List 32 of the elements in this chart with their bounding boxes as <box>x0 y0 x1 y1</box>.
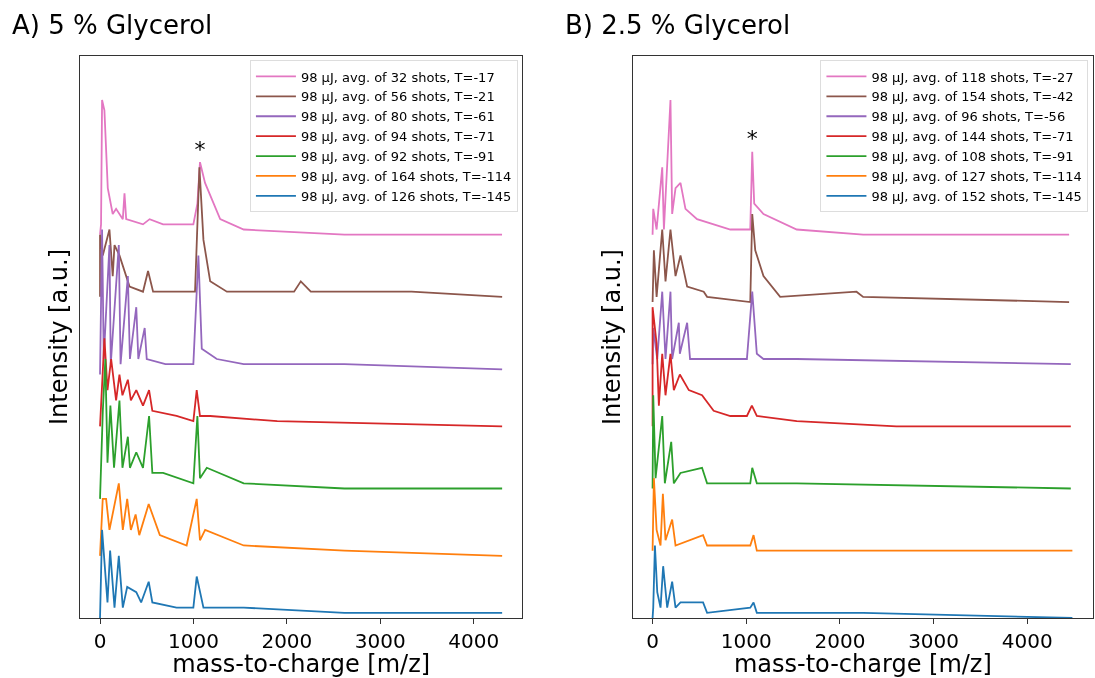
legend-label: 98 μJ, avg. of 126 shots, T=-145 <box>300 188 512 204</box>
x-tick-label: 2000 <box>814 629 866 653</box>
legend-label: 98 μJ, avg. of 32 shots, T=-17 <box>300 69 495 85</box>
x-axis-title: mass-to-charge [m/z] <box>733 650 992 678</box>
legend-label: 98 μJ, avg. of 56 shots, T=-21 <box>300 89 495 105</box>
legend-label: 98 μJ, avg. of 164 shots, T=-114 <box>300 169 512 185</box>
x-tick-label: 4000 <box>1001 629 1053 653</box>
x-tick-label: 0 <box>93 629 107 653</box>
legend-label: 98 μJ, avg. of 92 shots, T=-91 <box>300 149 495 165</box>
chart-title: B) 2.5 % Glycerol <box>565 10 791 40</box>
annotation: * <box>194 136 206 162</box>
x-tick-label: 1000 <box>167 629 219 653</box>
legend-label: 98 μJ, avg. of 144 shots, T=-71 <box>871 129 1074 145</box>
y-axis-title: Intensity [a.u.] <box>45 249 74 425</box>
legend-label: 98 μJ, avg. of 96 shots, T=-56 <box>871 109 1066 125</box>
y-axis-title: Intensity [a.u.] <box>598 249 627 425</box>
x-axis-title: mass-to-charge [m/z] <box>172 650 431 678</box>
legend-label: 98 μJ, avg. of 94 shots, T=-71 <box>300 129 495 145</box>
legend-label: 98 μJ, avg. of 154 shots, T=-42 <box>871 89 1074 105</box>
x-tick-label: 4000 <box>448 629 500 653</box>
legend-label: 98 μJ, avg. of 80 shots, T=-61 <box>300 109 495 125</box>
legend-label: 98 μJ, avg. of 108 shots, T=-91 <box>871 149 1074 165</box>
legend-label: 98 μJ, avg. of 152 shots, T=-145 <box>871 188 1082 204</box>
x-tick-label: 1000 <box>720 629 772 653</box>
x-tick-label: 3000 <box>908 629 960 653</box>
x-tick-label: 3000 <box>354 629 406 653</box>
chart-title: A) 5 % Glycerol <box>12 10 213 40</box>
x-tick-label: 0 <box>646 629 659 653</box>
annotation: * <box>746 126 758 152</box>
legend-label: 98 μJ, avg. of 127 shots, T=-114 <box>871 169 1082 185</box>
x-tick-label: 2000 <box>261 629 313 653</box>
legend-label: 98 μJ, avg. of 118 shots, T=-27 <box>871 69 1074 85</box>
